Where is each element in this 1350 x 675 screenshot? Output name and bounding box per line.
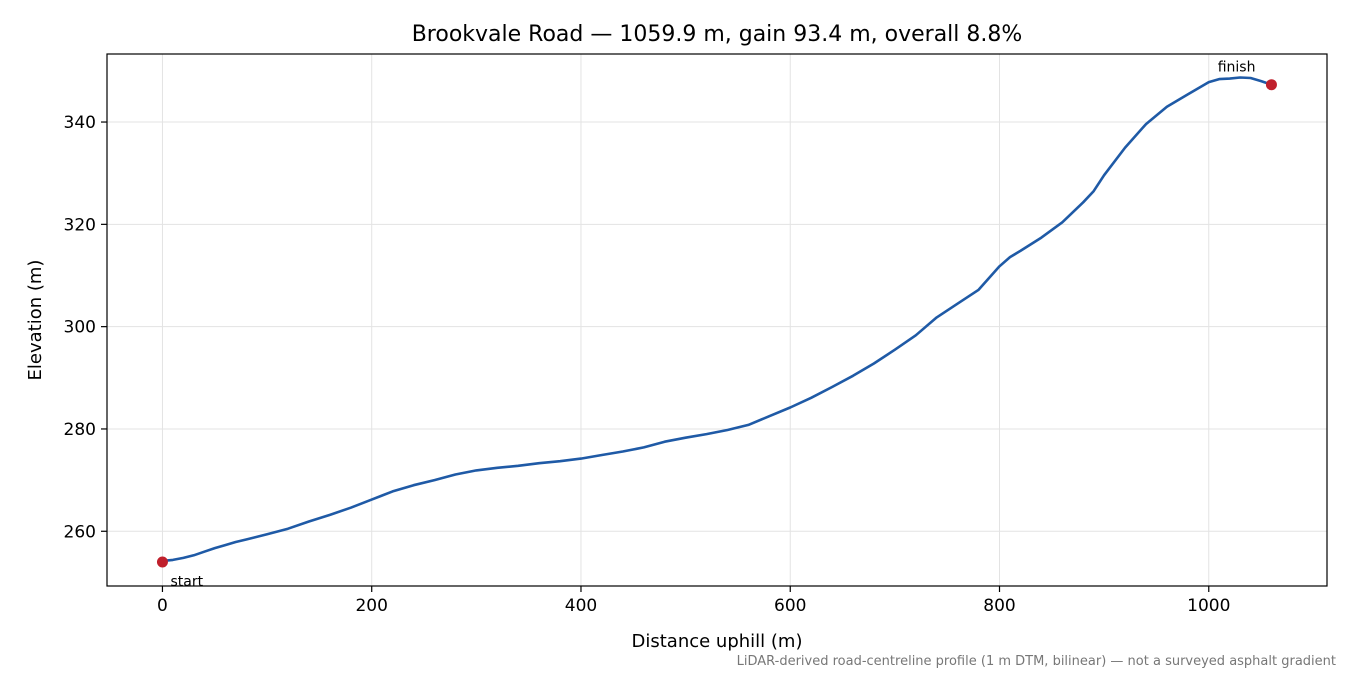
y-tick-label: 260: [64, 522, 96, 542]
elevation-profile-line: [161, 76, 1273, 563]
footnote: LiDAR-derived road-centreline profile (1…: [737, 654, 1336, 669]
y-tick-label: 280: [64, 420, 96, 440]
plot-frame: [106, 53, 1328, 587]
x-tick-label: 800: [983, 596, 1015, 616]
grid: [107, 54, 1327, 586]
y-tick-label: 300: [64, 318, 96, 338]
y-tick-label: 340: [64, 113, 96, 133]
endpoint-markers: start finish: [156, 60, 1277, 590]
y-axis-label: Elevation (m): [25, 260, 46, 381]
y-tick-label: 320: [64, 215, 96, 235]
x-tick-label: 200: [355, 596, 387, 616]
x-axis-label: Distance uphill (m): [632, 631, 803, 652]
axis-ticks: 0 200 400 600 800 1000 260 280 300 320 340: [64, 113, 1231, 616]
start-marker: [156, 556, 168, 568]
finish-marker: [1265, 79, 1277, 91]
x-tick-label: 400: [565, 596, 597, 616]
x-tick-label: 0: [157, 596, 168, 616]
chart-title: Brookvale Road — 1059.9 m, gain 93.4 m, …: [412, 22, 1023, 47]
x-tick-label: 1000: [1187, 596, 1230, 616]
x-tick-label: 600: [774, 596, 806, 616]
finish-label: finish: [1218, 60, 1256, 76]
start-label: start: [170, 574, 203, 590]
